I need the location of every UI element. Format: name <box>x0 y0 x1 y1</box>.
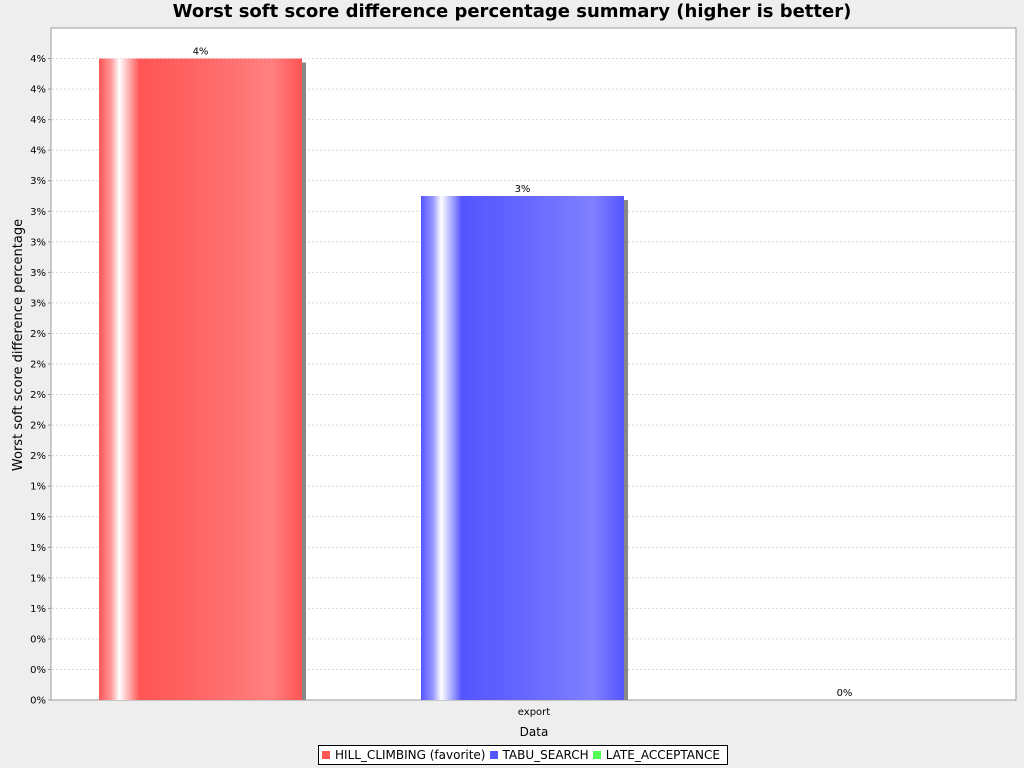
y-tick-label: 2% <box>30 421 46 432</box>
y-tick-label: 1% <box>30 604 46 615</box>
y-axis-title: Worst soft score difference percentage <box>11 219 26 471</box>
y-tick-label: 0% <box>30 665 46 676</box>
legend-label: TABU_SEARCH <box>502 748 589 762</box>
bar-value-label: 0% <box>837 688 853 699</box>
y-tick-label: 3% <box>30 268 46 279</box>
y-tick-label: 2% <box>30 390 46 401</box>
legend-item: LATE_ACCEPTANCE <box>592 748 720 762</box>
legend-item: TABU_SEARCH <box>489 748 589 762</box>
y-tick-label: 4% <box>30 115 46 126</box>
legend-swatch <box>489 751 498 759</box>
legend: HILL_CLIMBING (favorite) TABU_SEARCH LATE_… <box>318 745 728 765</box>
bar-value-labels: 4% 3% 0% <box>193 47 853 699</box>
y-tick-label: 3% <box>30 176 46 187</box>
y-tick-label: 4% <box>30 85 46 96</box>
bar-hill-climbing-favorite <box>99 58 302 700</box>
x-tick-label: export <box>518 707 550 718</box>
y-tick-label: 2% <box>30 329 46 340</box>
bar-value-label: 4% <box>193 47 209 58</box>
y-tick-label: 2% <box>30 360 46 371</box>
bar-tabu-search <box>421 196 624 700</box>
y-tick-label: 4% <box>30 54 46 65</box>
y-tick-label: 1% <box>30 482 46 493</box>
y-axis-ticks: 0% 0% 0% 1% 1% 1% 1% 1% 2% 2% 2% 2% 2% 3% 3% 3% 3% 3% 4% 4%… <box>30 54 51 707</box>
y-tick-label: 2% <box>30 451 46 462</box>
legend-swatch <box>592 751 601 759</box>
y-tick-label: 0% <box>30 696 46 707</box>
chart-title: Worst soft score difference percentage s… <box>172 1 852 22</box>
bars <box>99 58 628 700</box>
x-axis-title: Data <box>520 725 549 739</box>
legend-swatch <box>322 751 330 759</box>
legend-item: HILL_CLIMBING (favorite) <box>322 748 486 762</box>
y-tick-label: 3% <box>30 237 46 248</box>
y-tick-label: 1% <box>30 573 46 584</box>
legend-label: HILL_CLIMBING (favorite) <box>335 748 486 762</box>
y-tick-label: 0% <box>30 634 46 645</box>
bar-value-label: 3% <box>515 184 531 195</box>
y-tick-label: 3% <box>30 207 46 218</box>
y-tick-label: 4% <box>30 146 46 157</box>
y-tick-label: 1% <box>30 512 46 523</box>
y-tick-label: 1% <box>30 543 46 554</box>
y-tick-label: 3% <box>30 298 46 309</box>
legend-label: LATE_ACCEPTANCE <box>605 748 720 762</box>
